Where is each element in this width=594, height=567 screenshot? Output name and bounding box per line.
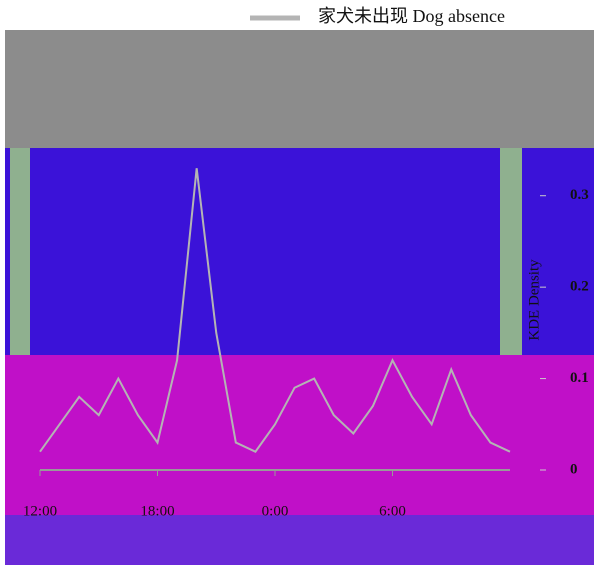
y-tick-label: 0.1 xyxy=(570,370,589,386)
x-tick-label: 6:00 xyxy=(379,503,406,519)
y-tick-label: 0 xyxy=(570,461,578,477)
background-band xyxy=(5,515,594,565)
x-tick-label: 0:00 xyxy=(262,503,289,519)
y-tick-label: 0.2 xyxy=(570,279,589,295)
y-axis-label: KDE Density xyxy=(526,259,542,341)
legend-label: 家犬未出现 Dog absence xyxy=(318,6,505,26)
x-tick-label: 12:00 xyxy=(23,503,57,519)
x-tick-label: 18:00 xyxy=(140,503,174,519)
background-band xyxy=(500,148,522,358)
chart: KDE Density 0 0.1 0.2 0.3 12:00 18:00 0:00 6:00… xyxy=(0,0,594,567)
y-tick-label: 0.3 xyxy=(570,187,589,203)
background-band xyxy=(5,30,594,150)
background-band xyxy=(5,355,594,515)
background-band xyxy=(10,148,30,358)
